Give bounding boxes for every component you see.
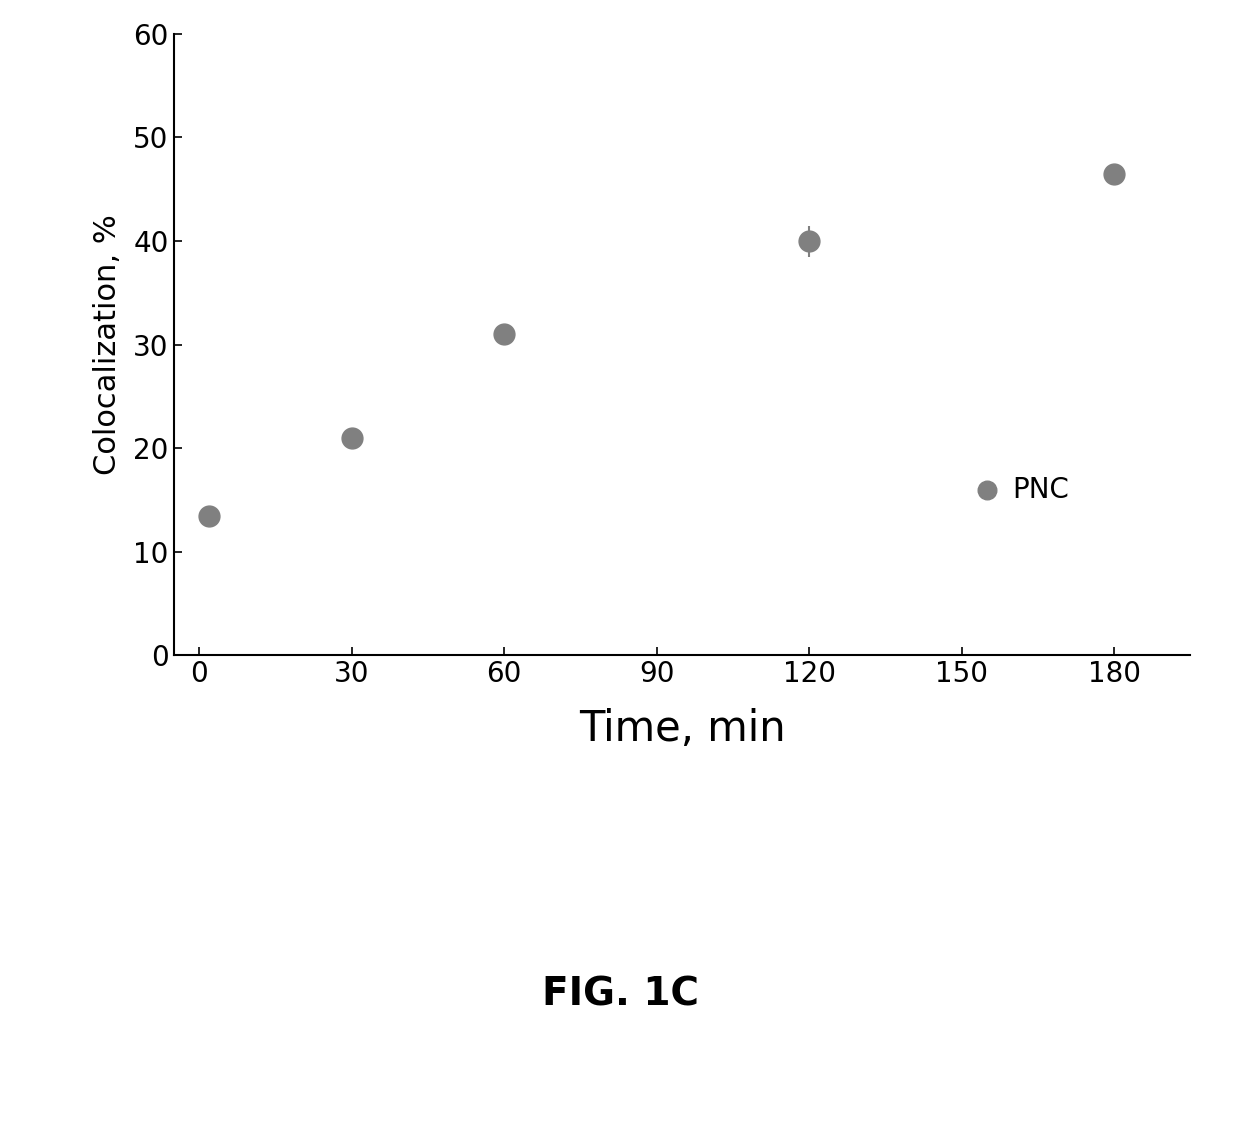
X-axis label: Time, min: Time, min: [579, 707, 785, 749]
Y-axis label: Colocalization, %: Colocalization, %: [93, 215, 122, 475]
Point: [977, 480, 997, 498]
Text: FIG. 1C: FIG. 1C: [542, 975, 698, 1014]
Text: PNC: PNC: [1012, 476, 1069, 504]
